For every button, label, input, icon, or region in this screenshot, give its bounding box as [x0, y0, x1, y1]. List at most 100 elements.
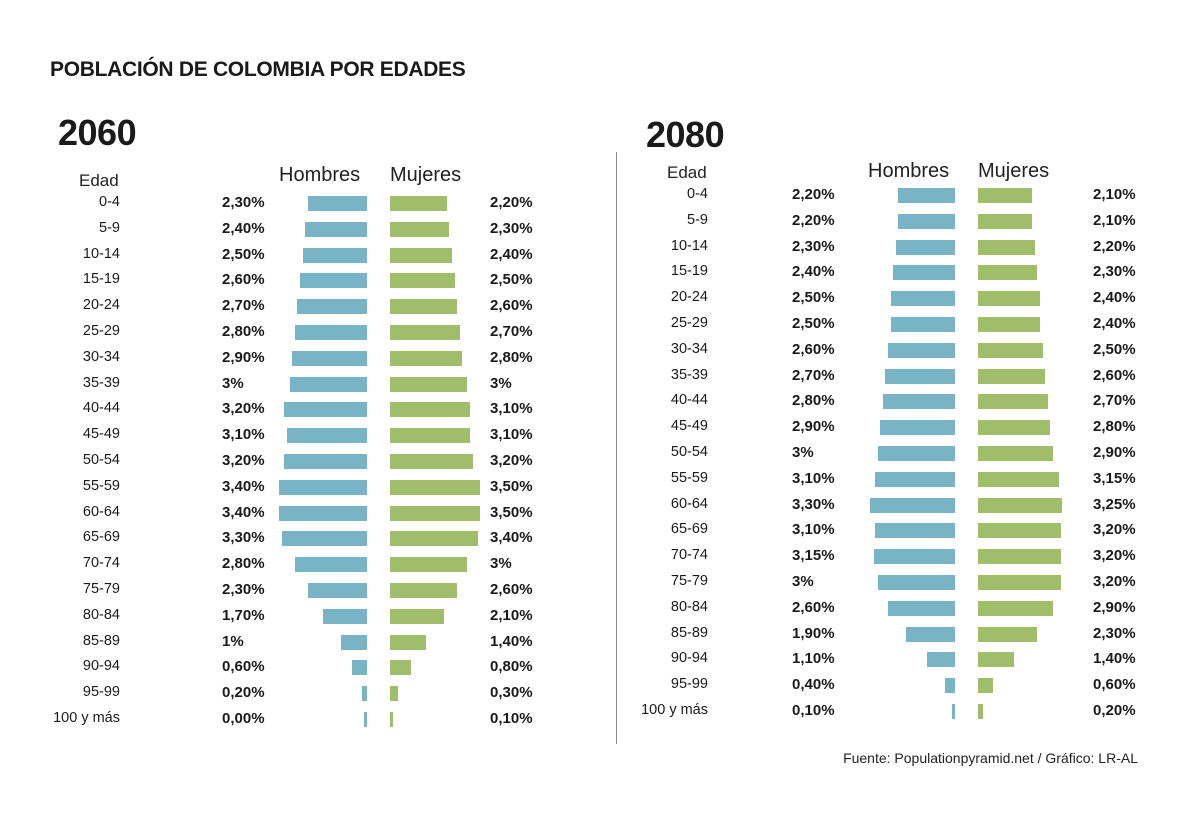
hombres-bar: [299, 273, 367, 289]
age-label: 35-39: [82, 374, 120, 391]
main-title: POBLACIÓN DE COLOMBIA POR EDADES: [50, 58, 466, 81]
mujeres-bar: [390, 531, 478, 547]
hombres-value-label: 2,80%: [222, 323, 265, 340]
hombres-bar: [297, 299, 367, 315]
mujeres-bar: [978, 342, 1043, 358]
hombres-bar: [873, 549, 955, 565]
mujeres-bar: [390, 557, 468, 573]
mujeres-value-label: 3,20%: [1093, 521, 1136, 539]
hombres-value-label: 1,70%: [222, 606, 265, 624]
hombres-value-label: 2,70%: [222, 297, 265, 315]
age-label: 50-54: [670, 444, 708, 460]
mujeres-bar: [390, 686, 398, 702]
legend-hombres: Hombres: [868, 160, 950, 182]
mujeres-bar: [390, 247, 452, 263]
age-label: 75-79: [82, 581, 120, 597]
age-label: 15-19: [82, 271, 120, 288]
mujeres-value-label: 3,50%: [490, 477, 533, 495]
hombres-value-label: 2,50%: [222, 245, 265, 263]
age-label: 20-24: [82, 297, 120, 314]
age-row: 15-19 2,40% 2,30%: [0, 260, 1200, 286]
age-label: 65-69: [82, 529, 120, 546]
age-row: 50-54 3% 2,90%: [0, 441, 1200, 467]
age-label: 60-64: [82, 503, 120, 520]
age-label: 50-54: [82, 452, 120, 468]
hombres-value-label: 0,40%: [792, 676, 835, 694]
hombres-value-label: 2,70%: [792, 366, 835, 384]
mujeres-bar: [390, 299, 458, 315]
mujeres-value-label: 2,90%: [1093, 598, 1136, 616]
mujeres-value-label: 2,70%: [490, 323, 533, 340]
mujeres-value-label: 3,50%: [490, 503, 533, 521]
age-label: 95-99: [670, 676, 708, 693]
mujeres-bar: [978, 575, 1061, 590]
hombres-value-label: 3,40%: [222, 503, 265, 521]
hombres-bar: [895, 239, 955, 255]
hombres-value-label: 2,60%: [792, 340, 835, 358]
age-label: 100 y más: [53, 710, 120, 726]
age-label: 80-84: [670, 598, 708, 615]
mujeres-value-label: 2,10%: [1093, 211, 1136, 229]
age-row: 60-64 3,40% 3,50%: [0, 501, 1200, 527]
hombres-value-label: 2,80%: [792, 392, 835, 410]
hombres-value-label: 2,60%: [222, 271, 265, 289]
mujeres-bar: [390, 325, 460, 340]
age-row: 90-94 1,10% 1,40%: [0, 647, 1200, 673]
mujeres-bar: [978, 291, 1040, 307]
age-row: 80-84 1,70% 2,10%: [0, 604, 1200, 630]
hombres-value-label: 2,80%: [222, 555, 265, 573]
mujeres-bar: [390, 479, 481, 495]
age-label: 45-49: [82, 426, 120, 443]
age-row: 65-69 3,10% 3,20%: [0, 518, 1200, 544]
mujeres-value-label: 3%: [490, 555, 512, 573]
hombres-bar: [944, 678, 955, 694]
mujeres-value-label: 3,40%: [490, 529, 533, 547]
age-row: 45-49 3,10% 3,10%: [0, 423, 1200, 449]
age-row: 35-39 2,70% 2,60%: [0, 364, 1200, 390]
age-label: 85-89: [670, 624, 708, 641]
mujeres-bar: [978, 549, 1061, 565]
age-row: 100 y más 0,10% 0,20%: [0, 699, 1200, 725]
mujeres-value-label: 2,10%: [490, 606, 533, 624]
hombres-value-label: 0,20%: [222, 684, 265, 702]
legend-mujeres: Mujeres: [978, 160, 1050, 182]
hombres-bar: [341, 634, 367, 650]
hombres-bar: [880, 420, 955, 436]
hombres-bar: [887, 342, 955, 358]
hombres-bar: [302, 247, 367, 263]
age-label: 80-84: [82, 606, 120, 623]
age-row: 75-79 3% 3,20%: [0, 570, 1200, 596]
mujeres-value-label: 3,10%: [490, 400, 533, 418]
age-label: 70-74: [82, 555, 120, 572]
hombres-bar: [281, 531, 367, 547]
hombres-bar: [289, 376, 367, 392]
hombres-value-label: 0,60%: [222, 658, 265, 676]
age-label: 5-9: [687, 211, 708, 228]
hombres-value-label: 2,90%: [792, 418, 835, 436]
mujeres-bar: [978, 626, 1038, 642]
hombres-bar: [284, 402, 367, 418]
hombres-value-label: 2,50%: [792, 289, 835, 307]
hombres-bar: [952, 704, 955, 719]
age-row: 35-39 3% 3%: [0, 372, 1200, 398]
age-row: 20-24 2,50% 2,40%: [0, 286, 1200, 312]
age-label: 0-4: [687, 186, 708, 202]
hombres-value-label: 2,50%: [792, 315, 835, 332]
hombres-bar: [890, 317, 955, 332]
age-label: 30-34: [82, 348, 120, 365]
hombres-bar: [279, 479, 367, 495]
hombres-bar: [875, 523, 955, 539]
age-row: 60-64 3,30% 3,25%: [0, 493, 1200, 519]
hombres-bar: [890, 291, 955, 307]
mujeres-bar: [978, 420, 1051, 436]
mujeres-value-label: 2,20%: [490, 194, 533, 211]
hombres-bar: [279, 505, 367, 521]
age-row: 75-79 2,30% 2,60%: [0, 578, 1200, 604]
mujeres-bar: [390, 402, 470, 418]
mujeres-value-label: 3,15%: [1093, 469, 1136, 487]
mujeres-value-label: 0,80%: [490, 658, 533, 676]
age-label: 30-34: [670, 340, 708, 357]
hombres-value-label: 0,00%: [222, 710, 265, 727]
mujeres-bar: [978, 265, 1038, 281]
